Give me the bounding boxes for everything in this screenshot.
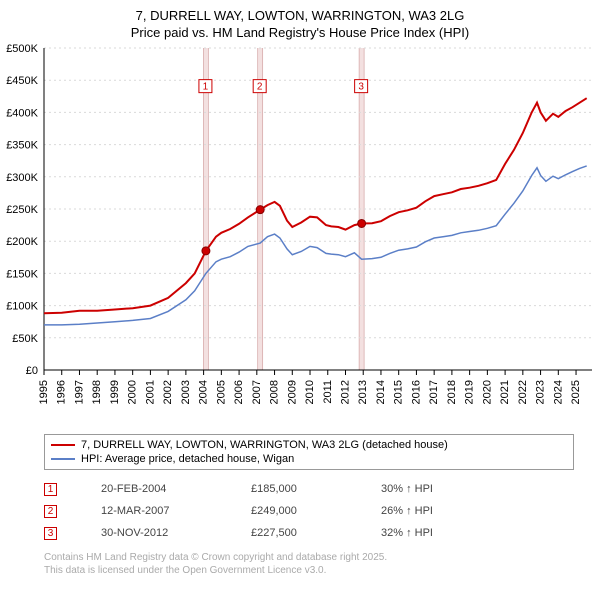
x-tick-label: 2022 — [517, 380, 529, 404]
svg-text:1: 1 — [203, 82, 209, 93]
transaction-marker — [256, 206, 264, 214]
sale-hpi: 32% ↑ HPI — [381, 527, 501, 539]
x-tick-label: 2006 — [233, 380, 245, 404]
sale-row: 3 30-NOV-2012£227,50032% ↑ HPI — [44, 522, 501, 544]
x-tick-label: 2008 — [269, 380, 281, 404]
x-tick-label: 2014 — [375, 380, 387, 404]
x-tick-label: 2004 — [198, 380, 210, 404]
sale-marker-box: 1 — [44, 483, 57, 496]
chart-title: 7, DURRELL WAY, LOWTON, WARRINGTON, WA3 … — [0, 0, 600, 42]
y-tick-label: £300K — [6, 172, 38, 184]
x-tick-label: 2002 — [162, 380, 174, 404]
y-tick-label: £450K — [6, 75, 38, 87]
sale-row: 2 12-MAR-2007£249,00026% ↑ HPI — [44, 500, 501, 522]
x-tick-label: 2019 — [464, 380, 476, 404]
y-tick-label: £200K — [6, 236, 38, 248]
attribution-text: Contains HM Land Registry data © Crown c… — [44, 552, 387, 577]
x-tick-label: 2005 — [215, 380, 227, 404]
x-tick-label: 1999 — [109, 380, 121, 404]
chart-legend: 7, DURRELL WAY, LOWTON, WARRINGTON, WA3 … — [44, 434, 574, 470]
x-tick-label: 2021 — [499, 380, 511, 404]
x-tick-label: 2015 — [393, 380, 405, 404]
sale-hpi: 30% ↑ HPI — [381, 483, 501, 495]
sale-date: 30-NOV-2012 — [101, 527, 251, 539]
sale-date: 20-FEB-2004 — [101, 483, 251, 495]
x-tick-label: 1998 — [91, 380, 103, 404]
y-tick-label: £500K — [6, 43, 38, 55]
y-tick-label: £0 — [26, 365, 38, 377]
sales-table: 1 20-FEB-2004£185,00030% ↑ HPI 2 12-MAR-200… — [44, 478, 501, 544]
sale-marker-box: 2 — [44, 505, 57, 518]
sale-price: £227,500 — [251, 527, 381, 539]
x-tick-label: 2013 — [357, 380, 369, 404]
title-line2: Price paid vs. HM Land Registry's House … — [131, 25, 469, 40]
x-tick-label: 2010 — [304, 380, 316, 404]
x-tick-label: 2025 — [570, 380, 582, 404]
series-property — [44, 98, 587, 313]
legend-item: 7, DURRELL WAY, LOWTON, WARRINGTON, WA3 … — [51, 438, 567, 452]
x-tick-label: 2018 — [446, 380, 458, 404]
sale-row: 1 20-FEB-2004£185,00030% ↑ HPI — [44, 478, 501, 500]
legend-label: 7, DURRELL WAY, LOWTON, WARRINGTON, WA3 … — [81, 439, 448, 451]
x-tick-label: 2023 — [535, 380, 547, 404]
y-tick-label: £100K — [6, 301, 38, 313]
price-chart: £0 £50K £100K £150K £200K £250K £300K £350K £400… — [0, 40, 600, 430]
y-tick-label: £350K — [6, 140, 38, 152]
sale-price: £185,000 — [251, 483, 381, 495]
x-tick-label: 1997 — [73, 380, 85, 404]
legend-swatch — [51, 444, 75, 446]
y-tick-label: £50K — [12, 333, 38, 345]
transaction-marker — [358, 219, 366, 227]
x-tick-label: 2011 — [322, 380, 334, 404]
x-tick-label: 2024 — [552, 380, 564, 404]
x-tick-label: 2017 — [428, 380, 440, 404]
transaction-marker — [202, 247, 210, 255]
x-tick-label: 2003 — [180, 380, 192, 404]
x-tick-label: 2012 — [339, 380, 351, 404]
x-tick-label: 2000 — [127, 380, 139, 404]
x-tick-label: 2016 — [410, 380, 422, 404]
y-tick-label: £150K — [6, 268, 38, 280]
x-tick-label: 2020 — [481, 380, 493, 404]
svg-text:3: 3 — [358, 82, 364, 93]
title-line1: 7, DURRELL WAY, LOWTON, WARRINGTON, WA3 … — [136, 8, 465, 23]
legend-label: HPI: Average price, detached house, Wiga… — [81, 453, 294, 465]
x-tick-label: 2009 — [286, 380, 298, 404]
x-tick-label: 1995 — [38, 380, 50, 404]
y-tick-label: £400K — [6, 107, 38, 119]
svg-text:2: 2 — [257, 82, 263, 93]
sale-hpi: 26% ↑ HPI — [381, 505, 501, 517]
legend-item: HPI: Average price, detached house, Wiga… — [51, 452, 567, 466]
sale-price: £249,000 — [251, 505, 381, 517]
legend-swatch — [51, 458, 75, 460]
y-tick-label: £250K — [6, 204, 38, 216]
x-tick-label: 1996 — [56, 380, 68, 404]
sale-date: 12-MAR-2007 — [101, 505, 251, 517]
x-tick-label: 2001 — [144, 380, 156, 404]
x-tick-label: 2007 — [251, 380, 263, 404]
series-hpi — [44, 166, 587, 325]
sale-marker-box: 3 — [44, 527, 57, 540]
